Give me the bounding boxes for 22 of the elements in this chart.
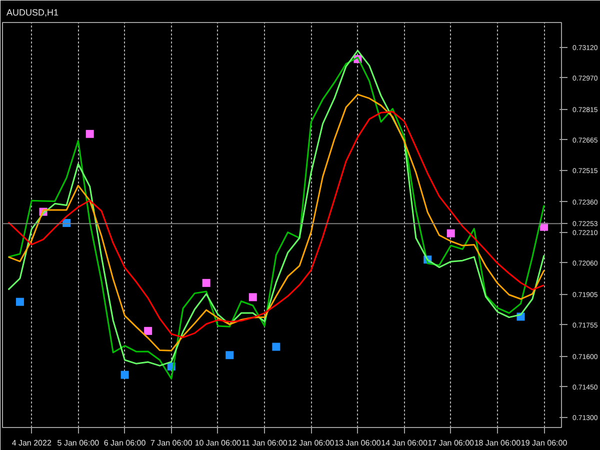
point	[86, 130, 94, 138]
x-tick-label: 7 Jan 06:00	[150, 438, 193, 448]
point	[202, 278, 210, 287]
x-tick-label: 18 Jan 06:00	[474, 438, 522, 448]
x-tick-label: 4 Jan 2022	[12, 438, 52, 448]
x-tick-label: 5 Jan 06:00	[57, 438, 100, 448]
point	[144, 326, 152, 335]
x-tick-label: 12 Jan 06:00	[288, 438, 335, 448]
x-tick-label: 19 Jan 06:00	[520, 438, 568, 448]
chart-title: AUDUSD,H1	[6, 8, 59, 18]
point	[248, 293, 257, 302]
x-tick-label: 14 Jan 06:00	[381, 438, 428, 448]
x-tick-label: 11 Jan 06:00	[242, 438, 288, 448]
point	[16, 298, 24, 306]
x-tick-label: 13 Jan 06:00	[334, 438, 382, 448]
point	[272, 342, 280, 351]
x-tick-label: 6 Jan 06:00	[104, 438, 146, 448]
x-tick-label: 10 Jan 06:00	[194, 438, 242, 448]
point	[226, 351, 234, 360]
point	[120, 370, 129, 379]
x-tick-label: 17 Jan 06:00	[428, 438, 475, 448]
point	[446, 229, 455, 238]
